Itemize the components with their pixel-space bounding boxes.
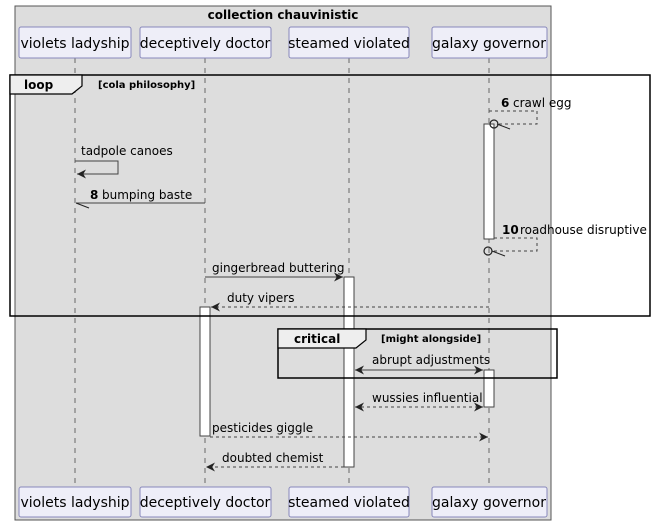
critical-condition: [might alongside]	[381, 334, 481, 345]
message-label: doubted chemist	[222, 451, 324, 465]
loop-keyword: loop	[24, 78, 54, 92]
message-abrupt-adjustments: abrupt adjustments	[355, 353, 490, 375]
message-roadhouse-disruptive: 10 roadhouse disruptive	[483, 223, 647, 257]
loop-frame: loop [cola philosophy]	[9, 74, 651, 317]
participant-galaxy-bottom: galaxy governor	[431, 486, 548, 518]
message-wussies-influential: wussies influential	[355, 391, 483, 412]
participant-galaxy-top: galaxy governor	[431, 26, 548, 59]
message-pesticides-giggle: pesticides giggle	[210, 421, 488, 442]
critical-frame: critical [might alongside]	[277, 328, 558, 379]
message-label: tadpole canoes	[81, 144, 173, 158]
group-box	[14, 5, 552, 521]
message-doubted-chemist: doubted chemist	[206, 451, 344, 472]
participant-label: steamed violated	[288, 495, 410, 511]
message-label: crawl egg	[513, 96, 571, 110]
participant-label: galaxy governor	[432, 495, 546, 511]
message-gingerbread-buttering: gingerbread buttering	[205, 261, 344, 282]
message-bumping-baste: 8 bumping baste	[75, 188, 205, 209]
participant-label: deceptively doctor	[140, 495, 271, 511]
message-label: pesticides giggle	[212, 421, 313, 435]
critical-keyword: critical	[294, 332, 340, 346]
participant-label: violets ladyship	[20, 36, 129, 52]
message-label: roadhouse disruptive	[520, 223, 647, 237]
message-tadpole-canoes: tadpole canoes	[75, 144, 173, 179]
message-crawl-egg: 6 crawl egg	[489, 96, 571, 130]
message-number: 8	[90, 188, 98, 202]
message-label: duty vipers	[227, 291, 294, 305]
activation-steamed	[343, 276, 355, 468]
loop-condition: [cola philosophy]	[98, 80, 195, 91]
participant-label: violets ladyship	[20, 495, 129, 511]
participant-steamed-bottom: steamed violated	[288, 486, 410, 518]
message-label: abrupt adjustments	[372, 353, 490, 367]
message-number: 10	[502, 223, 519, 237]
message-duty-vipers: duty vipers	[211, 291, 489, 312]
participant-violets-top: violets ladyship	[18, 26, 132, 59]
message-label: wussies influential	[372, 391, 483, 405]
activation-galaxy-2	[483, 369, 495, 408]
participant-label: deceptively doctor	[140, 36, 271, 52]
message-label: gingerbread buttering	[212, 261, 344, 275]
message-label: bumping baste	[102, 188, 192, 202]
participant-label: galaxy governor	[432, 36, 546, 52]
participant-violets-bottom: violets ladyship	[18, 486, 132, 518]
group-box-title: collection chauvinistic	[208, 8, 359, 22]
message-number: 6	[501, 96, 509, 110]
activation-doctor	[199, 306, 211, 437]
participant-label: steamed violated	[288, 36, 410, 52]
participant-doctor-top: deceptively doctor	[139, 26, 272, 59]
participant-doctor-bottom: deceptively doctor	[139, 486, 272, 518]
activation-galaxy-1	[483, 123, 495, 240]
participant-steamed-top: steamed violated	[288, 26, 410, 59]
